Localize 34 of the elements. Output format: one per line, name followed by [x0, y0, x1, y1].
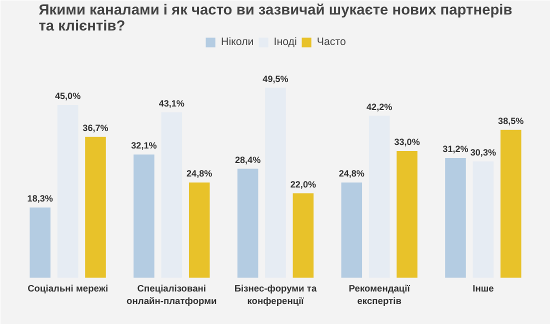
data-label: 42,2%: [366, 102, 392, 112]
data-label: 32,1%: [131, 140, 157, 151]
bar: [134, 154, 154, 278]
bar: [188, 182, 210, 278]
x-tick-label: Бізнес-форуми та конференції: [234, 283, 318, 306]
legend-label: Ніколи: [221, 36, 254, 48]
chart-title: Якими каналами і як часто ви зазвичай шукаєте нових партнерів та клієнтів?: [38, 2, 512, 34]
x-tick-label: Соціальні мережі: [28, 283, 108, 294]
bar: [396, 151, 418, 278]
data-label: 36,7%: [82, 123, 108, 134]
bar: [30, 207, 50, 278]
data-label: 31,2%: [442, 144, 468, 154]
legend-label: Іноді: [274, 36, 297, 48]
data-label: 33,0%: [394, 137, 420, 148]
data-label: 49,5%: [262, 74, 288, 84]
data-label: 18,3%: [27, 194, 53, 204]
bar: [85, 136, 106, 278]
data-label: 43,1%: [158, 98, 184, 108]
bar: [237, 168, 258, 278]
bar: [445, 158, 466, 278]
data-label: 24,8%: [338, 168, 364, 179]
data-label: 45,0%: [54, 91, 81, 102]
x-tick-label: Спеціалізовані онлайн-платформи: [126, 283, 218, 306]
data-label: 28,4%: [234, 154, 261, 165]
x-tick-label: Інше: [472, 283, 494, 294]
legend-label: Часто: [316, 36, 346, 48]
bar: [500, 130, 522, 278]
x-tick-label: Рекомендації експертів: [348, 283, 410, 306]
data-label: 24,8%: [186, 168, 212, 179]
bar: [292, 193, 314, 278]
data-label: 22,0%: [290, 179, 316, 190]
bar: [341, 182, 362, 278]
data-label: 30,3%: [470, 148, 496, 158]
data-label: 38,5%: [498, 116, 524, 126]
